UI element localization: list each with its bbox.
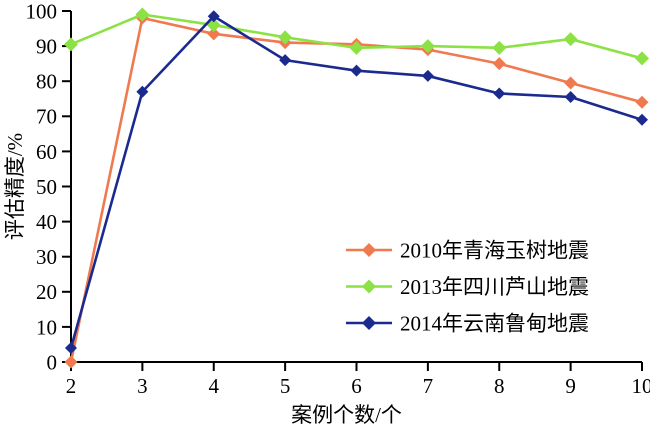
y-tick-label: 10 [36,315,57,339]
data-point-marker [636,113,648,126]
x-axis-title: 案例个数/个 [291,403,402,427]
legend: 2010年青海玉树地震 2013年四川芦山地震 2014年云南鲁甸地震 [346,239,589,336]
y-axis-title: 评估精度/% [3,133,27,240]
data-point-marker [64,355,78,369]
data-point-marker [278,30,293,45]
y-tick-label: 50 [36,175,57,199]
data-point-marker [135,7,150,22]
legend-label: 2010年青海玉树地震 [400,239,589,263]
y-tick-label: 80 [36,70,57,94]
legend-marker-icon [362,243,376,257]
y-tick-label: 70 [36,105,57,129]
legend-item-2: 2014年云南鲁甸地震 [346,312,589,336]
series-1 [64,7,649,66]
data-point-marker [207,10,220,23]
x-tick-label: 2 [66,374,77,398]
y-tick-label: 90 [36,34,57,58]
data-point-marker [493,87,506,100]
x-tick-label: 8 [494,374,505,398]
x-tick-label: 9 [565,374,576,398]
data-point-marker [635,95,649,109]
x-tick-label: 6 [351,374,362,398]
legend-label: 2013年四川芦山地震 [400,275,589,299]
data-point-marker [563,32,578,47]
data-point-marker [564,76,578,90]
y-tick-label: 30 [36,245,57,269]
axes: 0 10 20 30 40 50 60 70 80 90 100 2 3 4 5 6 7 8 9 10 [26,0,650,398]
legend-item-0: 2010年青海玉树地震 [346,239,589,263]
data-point-marker [349,40,364,55]
y-tick-label: 0 [47,350,58,374]
data-point-marker [420,39,435,54]
y-tick-label: 60 [36,140,57,164]
x-tick-label: 4 [209,374,220,398]
legend-item-1: 2013年四川芦山地震 [346,275,589,299]
legend-marker-icon [362,279,376,294]
data-point-marker [136,85,149,98]
data-point-marker [207,27,221,41]
x-tick-label: 5 [280,374,291,398]
legend-marker-icon [362,316,376,330]
y-tick-label: 40 [36,210,57,234]
x-tick-label: 7 [423,374,434,398]
series-2 [65,10,648,354]
data-point-marker [564,90,577,103]
y-tick-label: 100 [26,0,58,23]
data-point-marker [421,69,434,82]
data-point-marker [65,341,77,354]
data-point-marker [350,64,363,77]
y-tick-label: 20 [36,280,57,304]
data-point-marker [279,54,292,67]
legend-label: 2014年云南鲁甸地震 [400,312,589,336]
data-point-marker [492,57,506,71]
x-tick-label: 10 [632,374,650,398]
data-point-marker [492,40,507,55]
data-point-marker [635,51,649,66]
x-tick-label: 3 [137,374,148,398]
data-point-marker [64,37,78,52]
